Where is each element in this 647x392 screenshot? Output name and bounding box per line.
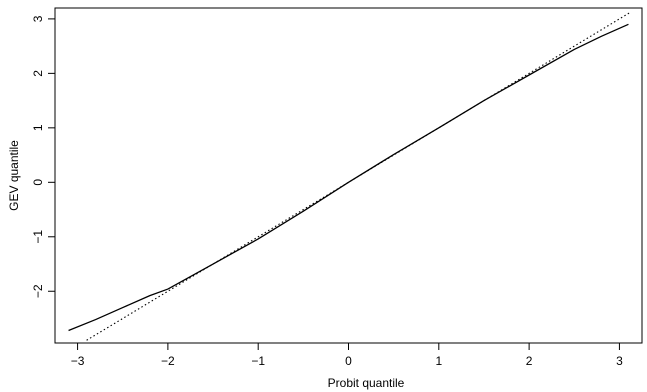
y-tick-label: 0 <box>31 179 45 186</box>
plot-frame <box>54 7 643 344</box>
y-tick-label: −1 <box>31 230 45 244</box>
x-axis-title: Probit quantile <box>328 376 405 390</box>
y-tick-label: 2 <box>31 70 45 77</box>
series-layer <box>68 11 631 341</box>
x-tick-label: 0 <box>345 354 352 368</box>
y-tick-label: 1 <box>31 124 45 131</box>
y-axis: −2 −1 0 1 2 3 <box>31 15 55 298</box>
y-tick-label: −2 <box>31 284 45 298</box>
gev-vs-probit-line <box>68 23 629 332</box>
x-tick-label: 2 <box>526 354 533 368</box>
y-tick-label: 3 <box>31 15 45 22</box>
x-tick-label: 1 <box>435 354 442 368</box>
x-axis: −3 −2 −1 0 1 2 3 <box>71 343 623 368</box>
y-axis-title: GEV quantile <box>7 140 21 211</box>
reference-line-dotted <box>86 11 631 341</box>
x-tick-label: −3 <box>71 354 85 368</box>
x-tick-label: 3 <box>616 354 623 368</box>
x-tick-label: −2 <box>161 354 175 368</box>
x-tick-label: −1 <box>251 354 265 368</box>
